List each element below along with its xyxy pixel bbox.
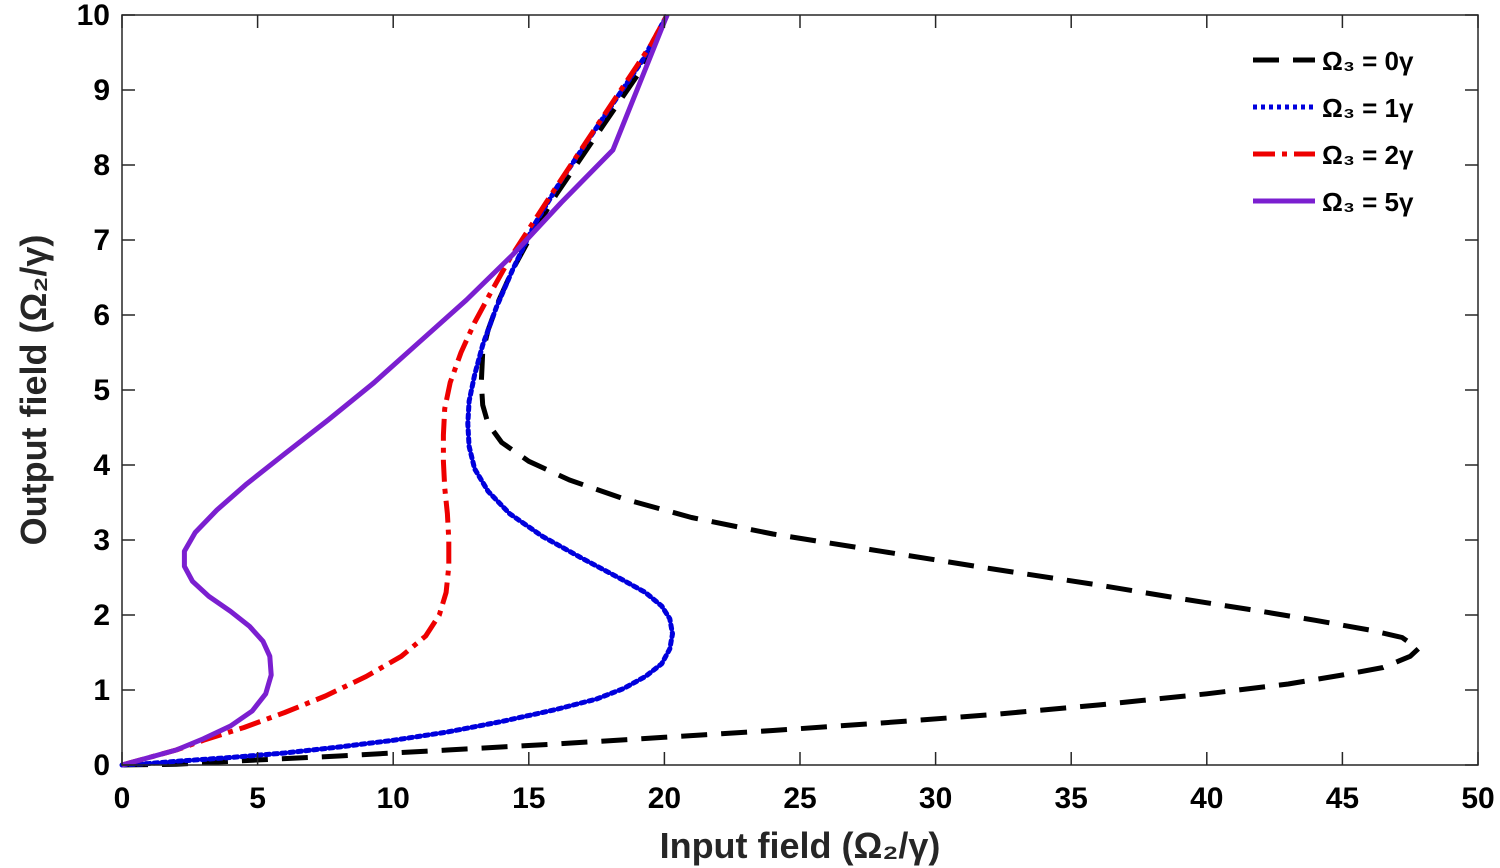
y-tick-label: 10 <box>77 0 110 32</box>
x-tick-label: 40 <box>1190 782 1223 815</box>
y-tick-label: 5 <box>93 374 110 407</box>
legend: Ω₃ = 0γ Ω₃ = 1γ Ω₃ = 2γ Ω₃ = 5γ <box>1253 46 1414 217</box>
x-tick-labels: 0 5 10 15 20 25 30 35 40 45 50 <box>114 782 1495 815</box>
y-tick-label: 1 <box>93 674 110 707</box>
y-tick-label: 8 <box>93 149 110 182</box>
plot-frame <box>121 14 1479 766</box>
x-axis-label: Input field (Ω₂/γ) <box>660 825 941 866</box>
x-tick-label: 5 <box>249 782 266 815</box>
y-tick-label: 9 <box>93 74 110 107</box>
legend-label-2: Ω₃ = 2γ <box>1322 140 1414 170</box>
x-tick-label: 45 <box>1326 782 1359 815</box>
legend-label-3: Ω₃ = 5γ <box>1322 187 1414 217</box>
y-tick-label: 2 <box>93 599 110 632</box>
x-tick-label: 15 <box>512 782 545 815</box>
y-tick-label: 7 <box>93 224 110 257</box>
x-tick-label: 20 <box>648 782 681 815</box>
x-tick-label: 50 <box>1461 782 1494 815</box>
data-curves <box>119 12 1421 768</box>
y-tick-label: 4 <box>93 449 110 482</box>
x-tick-label: 30 <box>919 782 952 815</box>
y-tick-labels: 0 1 2 3 4 5 6 7 8 9 10 <box>77 0 111 782</box>
x-tick-label: 10 <box>377 782 410 815</box>
series-line-3 <box>121 14 670 768</box>
y-axis-label: Output field (Ω₂/γ) <box>13 235 54 546</box>
legend-label-1: Ω₃ = 1γ <box>1322 93 1414 123</box>
series-line-1 <box>119 12 675 768</box>
x-tick-label: 0 <box>114 782 131 815</box>
y-tick-label: 0 <box>93 749 110 782</box>
legend-label-0: Ω₃ = 0γ <box>1322 46 1414 76</box>
x-tick-label: 35 <box>1055 782 1088 815</box>
y-tick-label: 3 <box>93 524 110 557</box>
x-tick-label: 25 <box>783 782 816 815</box>
y-tick-label: 6 <box>93 299 110 332</box>
plot-background <box>122 15 1478 765</box>
